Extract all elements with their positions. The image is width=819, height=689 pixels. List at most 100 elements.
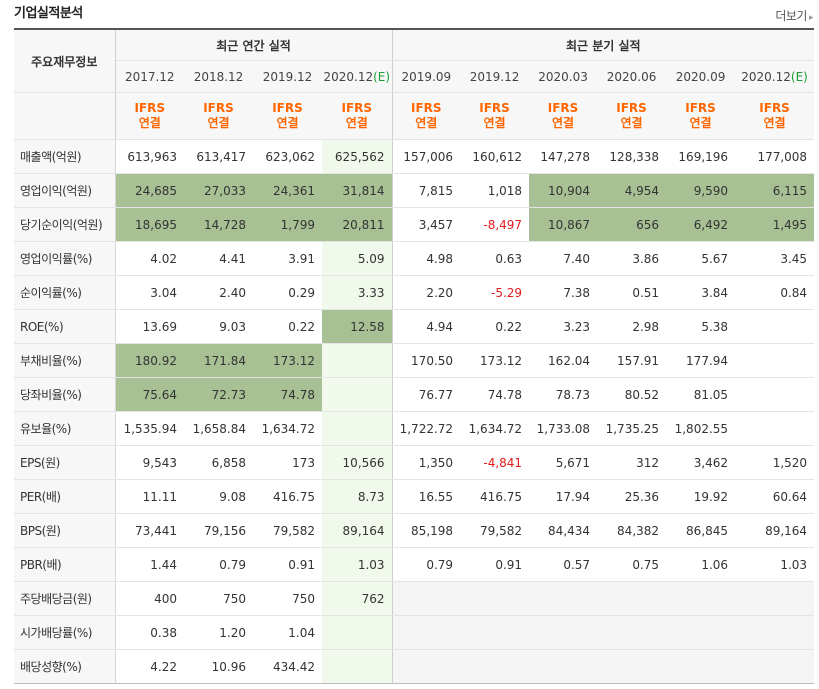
annual-value: 72.73 [184, 377, 253, 412]
quarter-value [529, 615, 598, 650]
quarter-value: 79,582 [460, 513, 530, 548]
table-row: PER(배) 11.11 9.08 416.75 8.73 16.55 416.75 17.9… [14, 479, 815, 514]
quarter-value: 3.84 [666, 275, 736, 310]
annual-value: 0.38 [115, 615, 184, 650]
row-label: 배당성향(%) [14, 649, 116, 684]
annual-value: 750 [253, 581, 322, 616]
quarter-value: 4.94 [392, 309, 461, 344]
annual-value: 2.40 [184, 275, 253, 310]
table-row: 영업이익률(%) 4.02 4.41 3.91 5.09 4.98 0.63 7.40 3.86… [14, 241, 815, 276]
annual-value [322, 343, 393, 378]
quarter-value: 89,164 [735, 513, 815, 548]
row-label: 영업이익(억원) [14, 173, 116, 208]
annual-value: 24,361 [253, 173, 322, 208]
quarter-value [735, 581, 815, 616]
quarter-value: 80.52 [597, 377, 667, 412]
quarter-value: 84,434 [529, 513, 598, 548]
annual-value: 0.91 [253, 547, 322, 582]
annual-value: 11.11 [115, 479, 184, 514]
quarter-value: 4,954 [597, 173, 667, 208]
table-row: BPS(원) 73,441 79,156 79,582 89,164 85,198 79,5… [14, 513, 815, 548]
quarter-value: 1,735.25 [597, 411, 667, 446]
quarter-value [460, 581, 530, 616]
quarter-value: 0.91 [460, 547, 530, 582]
quarter-value [460, 649, 530, 684]
quarter-value: 1,722.72 [392, 411, 461, 446]
period-header: 2019.12 [460, 60, 530, 93]
annual-value: 1,634.72 [253, 411, 322, 446]
quarter-value: 3.86 [597, 241, 667, 276]
annual-value: 0.22 [253, 309, 322, 344]
annual-value: 73,441 [115, 513, 184, 548]
annual-value: 623,062 [253, 139, 322, 174]
annual-value: 1,658.84 [184, 411, 253, 446]
accounting-standard: IFRS 연결 [460, 92, 530, 140]
quarter-value: 17.94 [529, 479, 598, 514]
table-row: 당좌비율(%) 75.64 72.73 74.78 76.77 74.78 78.73 80.… [14, 377, 815, 412]
annual-value [322, 411, 393, 446]
annual-value: 1.20 [184, 615, 253, 650]
section-title: 기업실적분석 [14, 6, 83, 21]
row-label: PER(배) [14, 479, 116, 514]
table-row: PBR(배) 1.44 0.79 0.91 1.03 0.79 0.91 0.57 0.75 1.… [14, 547, 815, 582]
accounting-standard: IFRS 연결 [253, 92, 322, 140]
quarter-value: 60.64 [735, 479, 815, 514]
table-row: ROE(%) 13.69 9.03 0.22 12.58 4.94 0.22 3.23 2.98… [14, 309, 815, 344]
period-header: 2020.06 [597, 60, 667, 93]
quarter-value: 3,457 [392, 207, 461, 242]
quarter-value: 147,278 [529, 139, 598, 174]
quarter-value: 3.23 [529, 309, 598, 344]
annual-value: 79,156 [184, 513, 253, 548]
quarter-value: 5,671 [529, 445, 598, 480]
row-label: PBR(배) [14, 547, 116, 582]
annual-value: 6,858 [184, 445, 253, 480]
annual-value: 9.08 [184, 479, 253, 514]
quarter-value: 19.92 [666, 479, 736, 514]
annual-value: 400 [115, 581, 184, 616]
annual-value: 24,685 [115, 173, 184, 208]
quarter-value: -8,497 [460, 207, 530, 242]
quarter-value: 416.75 [460, 479, 530, 514]
row-label-header: 주요재무정보 [14, 28, 116, 93]
annual-value: 173 [253, 445, 322, 480]
quarter-value: 1,495 [735, 207, 815, 242]
quarter-value [597, 615, 667, 650]
annual-value: 1.04 [253, 615, 322, 650]
quarter-value: 10,904 [529, 173, 598, 208]
quarter-value: 1,018 [460, 173, 530, 208]
quarter-value: 1.06 [666, 547, 736, 582]
annual-value: 5.09 [322, 241, 393, 276]
row-label: 당좌비율(%) [14, 377, 116, 412]
quarter-value: 5.67 [666, 241, 736, 276]
table-row: 유보율(%) 1,535.94 1,658.84 1,634.72 1,722.72 1,… [14, 411, 815, 446]
quarter-value: 656 [597, 207, 667, 242]
quarter-value: 2.20 [392, 275, 461, 310]
annual-value: 1,799 [253, 207, 322, 242]
annual-value: 3.04 [115, 275, 184, 310]
quarter-value: -4,841 [460, 445, 530, 480]
row-label: 유보율(%) [14, 411, 116, 446]
quarter-value: 10,867 [529, 207, 598, 242]
accounting-standard: IFRS 연결 [666, 92, 736, 140]
more-link[interactable]: 더보기 ▸ [775, 7, 813, 24]
quarter-value: 7,815 [392, 173, 461, 208]
row-label: EPS(원) [14, 445, 116, 480]
period-header: 2020.12(E) [322, 60, 393, 93]
quarter-value: 170.50 [392, 343, 461, 378]
accounting-standard: IFRS 연결 [115, 92, 184, 140]
quarter-value: 1,733.08 [529, 411, 598, 446]
quarter-value: 1,520 [735, 445, 815, 480]
quarter-value: 1,802.55 [666, 411, 736, 446]
annual-value: 9,543 [115, 445, 184, 480]
annual-value: 171.84 [184, 343, 253, 378]
annual-value: 4.22 [115, 649, 184, 684]
annual-value: 10.96 [184, 649, 253, 684]
annual-value: 0.79 [184, 547, 253, 582]
period-header: 2020.09 [666, 60, 736, 93]
period-header: 2019.12 [253, 60, 322, 93]
annual-value: 79,582 [253, 513, 322, 548]
annual-value: 9.03 [184, 309, 253, 344]
annual-value [322, 649, 393, 684]
annual-value: 173.12 [253, 343, 322, 378]
quarter-value [392, 615, 461, 650]
